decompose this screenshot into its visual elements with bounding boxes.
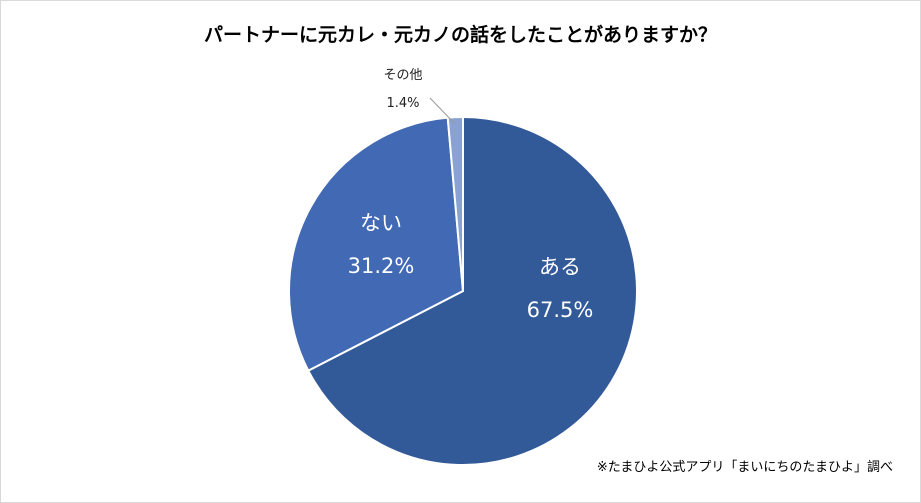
slice-yes	[306, 115, 638, 466]
chart-title: パートナーに元カレ・元カノの話をしたことがありますか？	[203, 24, 717, 46]
label-no: ない	[360, 211, 402, 235]
label-other: その他	[383, 68, 422, 83]
label-yes: ある	[539, 255, 581, 279]
value-other: 1.4%	[386, 96, 419, 111]
leader-line-other	[429, 97, 456, 125]
value-yes: 67.5%	[527, 298, 594, 322]
value-no: 31.2%	[348, 254, 415, 278]
slice-other	[446, 115, 464, 292]
slice-no	[288, 116, 465, 372]
source-note: ※たまひよ公式アプリ「まいにちのたまひよ」調べ	[596, 460, 893, 475]
